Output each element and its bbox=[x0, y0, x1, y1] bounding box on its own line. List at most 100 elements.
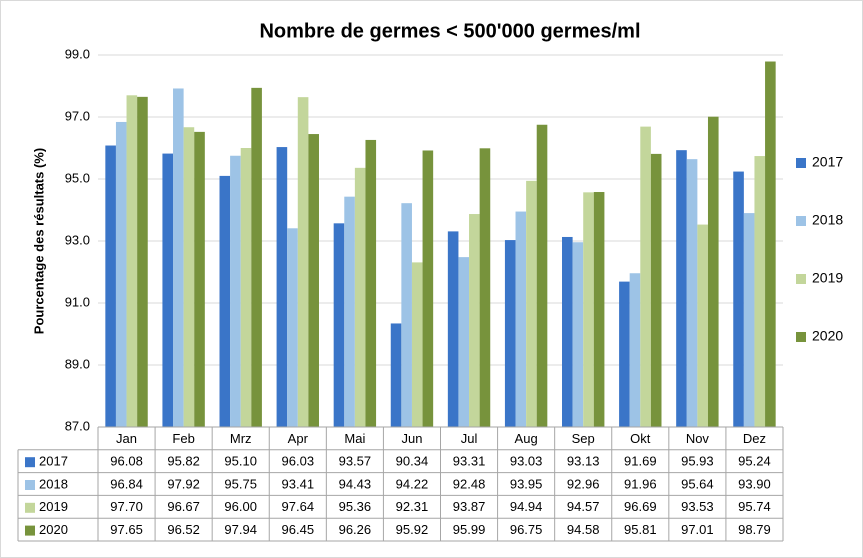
table-cell: 92.96 bbox=[567, 476, 600, 491]
bar bbox=[526, 180, 537, 427]
legend-key bbox=[796, 158, 806, 168]
bar bbox=[697, 224, 708, 427]
table-cell: 97.70 bbox=[110, 499, 143, 514]
table-cell: 94.94 bbox=[510, 499, 543, 514]
table-cell: 92.48 bbox=[453, 476, 486, 491]
x-tick-label: Jul bbox=[461, 431, 478, 446]
x-tick-label: Nov bbox=[686, 431, 710, 446]
bar bbox=[676, 150, 687, 428]
y-tick-label: 95.0 bbox=[65, 170, 90, 185]
bar bbox=[162, 153, 174, 427]
bar bbox=[411, 262, 423, 427]
table-cell: 97.65 bbox=[110, 522, 143, 537]
bar bbox=[230, 155, 241, 427]
table-cell: 95.92 bbox=[396, 522, 429, 537]
table-cell: 97.64 bbox=[282, 499, 315, 514]
table-cell: 95.81 bbox=[624, 522, 657, 537]
bar bbox=[183, 127, 195, 427]
bar bbox=[297, 97, 309, 427]
table-cell: 93.31 bbox=[453, 454, 486, 469]
table-cell: 94.58 bbox=[567, 522, 600, 537]
bar bbox=[458, 257, 470, 427]
table-cell: 95.93 bbox=[681, 454, 714, 469]
table-legend-key bbox=[25, 457, 35, 468]
table-cell: 91.69 bbox=[624, 454, 657, 469]
y-tick-label: 99.0 bbox=[65, 46, 90, 61]
bar bbox=[308, 134, 319, 428]
y-axis-title: Pourcentage des résultats (%) bbox=[31, 148, 46, 334]
table-cell: 92.31 bbox=[396, 499, 429, 514]
bar bbox=[401, 203, 412, 427]
bar bbox=[447, 231, 459, 427]
table-cell: 93.87 bbox=[453, 499, 486, 514]
bar bbox=[515, 211, 527, 427]
legend-key bbox=[796, 216, 806, 226]
bar bbox=[137, 96, 148, 427]
bar bbox=[240, 148, 252, 427]
table-series-name: 2017 bbox=[39, 454, 68, 469]
table-cell: 98.79 bbox=[738, 522, 771, 537]
table-series-name: 2020 bbox=[39, 522, 68, 537]
table-cell: 93.03 bbox=[510, 454, 543, 469]
bar bbox=[173, 88, 184, 427]
legend-label: 2018 bbox=[812, 212, 843, 228]
bar bbox=[619, 281, 630, 427]
bar bbox=[126, 95, 138, 428]
table-cell: 95.64 bbox=[681, 476, 714, 491]
table-cell: 96.84 bbox=[110, 476, 143, 491]
table-cell: 94.57 bbox=[567, 499, 600, 514]
bar bbox=[583, 192, 594, 427]
table-cell: 94.43 bbox=[339, 476, 372, 491]
table-cell: 93.53 bbox=[681, 499, 714, 514]
table-cell: 96.67 bbox=[167, 499, 200, 514]
y-tick-label: 97.0 bbox=[65, 108, 90, 123]
table-cell: 97.01 bbox=[681, 522, 714, 537]
legend-key bbox=[796, 332, 806, 342]
bar bbox=[365, 139, 377, 427]
table-cell: 93.41 bbox=[282, 476, 315, 491]
table-cell: 93.13 bbox=[567, 454, 600, 469]
table-cell: 95.99 bbox=[453, 522, 486, 537]
x-tick-label: Mai bbox=[344, 431, 365, 446]
bar bbox=[422, 150, 434, 428]
legend-label: 2019 bbox=[812, 270, 843, 286]
bar bbox=[469, 214, 480, 427]
bar bbox=[105, 145, 116, 427]
table-cell: 96.26 bbox=[339, 522, 372, 537]
table-cell: 97.92 bbox=[167, 476, 200, 491]
table-cell: 93.57 bbox=[339, 454, 372, 469]
bar bbox=[754, 156, 766, 427]
legend-label: 2017 bbox=[812, 154, 843, 170]
bar bbox=[251, 87, 262, 428]
table-cell: 95.82 bbox=[167, 454, 200, 469]
table-cell: 95.75 bbox=[224, 476, 257, 491]
y-tick-label: 91.0 bbox=[65, 294, 90, 309]
x-tick-label: Jun bbox=[401, 431, 422, 446]
chart-title: Nombre de germes < 500'000 germes/ml bbox=[259, 20, 640, 42]
table-cell: 93.90 bbox=[738, 476, 771, 491]
table-cell: 94.22 bbox=[396, 476, 429, 491]
bar bbox=[390, 323, 402, 427]
x-tick-label: Mrz bbox=[230, 431, 252, 446]
bar bbox=[733, 171, 744, 427]
table-cell: 96.75 bbox=[510, 522, 543, 537]
legend-label: 2020 bbox=[812, 328, 843, 344]
x-tick-label: Apr bbox=[288, 431, 309, 446]
bar bbox=[743, 213, 755, 427]
bar bbox=[765, 61, 776, 427]
table-cell: 93.95 bbox=[510, 476, 543, 491]
table-cell: 91.96 bbox=[624, 476, 657, 491]
table-cell: 96.08 bbox=[110, 454, 143, 469]
x-tick-label: Sep bbox=[572, 431, 595, 446]
table-cell: 95.36 bbox=[339, 499, 372, 514]
x-tick-label: Aug bbox=[515, 431, 538, 446]
bar bbox=[219, 175, 231, 427]
table-cell: 96.00 bbox=[224, 499, 257, 514]
table-legend-key bbox=[25, 525, 35, 536]
table-legend-key bbox=[25, 502, 35, 513]
bar bbox=[504, 240, 516, 427]
y-tick-label: 87.0 bbox=[65, 418, 90, 433]
bar bbox=[707, 116, 719, 427]
bar bbox=[640, 126, 651, 428]
